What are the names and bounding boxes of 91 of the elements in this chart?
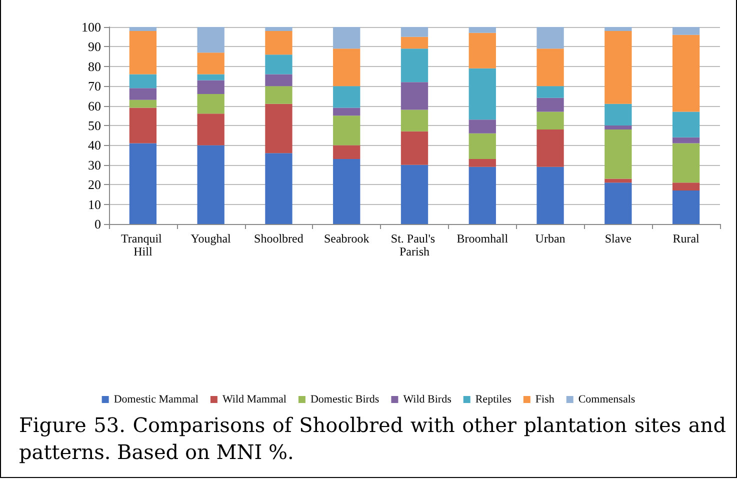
bar: [333, 48, 360, 86]
bar: [468, 133, 496, 159]
bar: [197, 27, 224, 53]
bar: [604, 27, 632, 31]
bar: [672, 143, 700, 183]
bar: [400, 110, 428, 132]
bar: [197, 145, 224, 224]
bar: [197, 80, 224, 94]
bar: [333, 86, 360, 108]
x-tick-label: Slave: [604, 232, 632, 246]
bar: [672, 137, 700, 144]
bar: [129, 108, 157, 144]
y-tick-label: 80: [88, 58, 101, 74]
bar: [468, 27, 496, 33]
bar: [468, 32, 496, 68]
bar: [333, 27, 360, 49]
x-tick-label: Shoolbred: [254, 232, 304, 246]
bar: [536, 98, 564, 112]
bar: [265, 74, 292, 86]
bar: [536, 112, 564, 130]
x-tick-label: St. Paul's Parish: [390, 232, 438, 258]
bar: [265, 153, 292, 224]
bar: [468, 68, 496, 120]
bar: [400, 36, 428, 49]
bar: [468, 120, 496, 134]
bar: [400, 27, 428, 37]
bar: [129, 88, 157, 100]
bar: [468, 158, 496, 167]
bar: [197, 114, 224, 146]
bar: [536, 27, 564, 49]
bar: [604, 182, 632, 224]
caption: Figure 53. Comparisons of Shoolbred with other plantation sites and patterns. Based on MNI %.: [19, 412, 726, 466]
bar: [672, 112, 700, 138]
bar: [265, 54, 292, 74]
bar: [333, 116, 360, 146]
bar: [265, 30, 292, 55]
bar: [333, 145, 360, 159]
bar: [129, 30, 157, 74]
bar: [129, 74, 157, 88]
bar: [536, 129, 564, 167]
bar: [604, 30, 632, 104]
bar: [400, 82, 428, 110]
legend-label: Wild Birds: [403, 394, 452, 406]
bar: [604, 129, 632, 179]
legend-label: Wild Mammal: [222, 394, 286, 406]
bar: [197, 74, 224, 80]
bar: [333, 158, 360, 224]
y-tick-label: 100: [82, 20, 101, 34]
bar: [672, 182, 700, 191]
y-tick-label: 90: [88, 39, 101, 54]
y-tick-label: 0: [94, 216, 101, 232]
x-tick-label: Rural: [672, 232, 700, 246]
bar: [536, 86, 564, 98]
bar: [536, 166, 564, 224]
bar: [400, 164, 428, 224]
bar: [400, 48, 428, 82]
bar: [333, 108, 360, 116]
bar: [400, 131, 428, 165]
bar: [129, 143, 157, 224]
x-tick-label: Broomhall: [456, 232, 509, 246]
bar: [604, 178, 632, 183]
legend-label: Domestic Mammal: [114, 394, 198, 406]
bar: [672, 27, 700, 35]
x-tick-label: Tranquil Hill: [120, 232, 165, 258]
bar: [536, 48, 564, 86]
legend-label: Fish: [535, 394, 555, 406]
bar: [129, 27, 157, 31]
bar: [604, 126, 632, 130]
bar: [197, 94, 224, 114]
y-tick-label: 50: [88, 118, 101, 133]
bar: [265, 86, 292, 104]
bar: [129, 100, 157, 108]
legend-label: Reptiles: [475, 394, 512, 406]
y-tick-label: 10: [88, 196, 101, 212]
bar: [672, 190, 700, 224]
y-tick-label: 20: [88, 177, 101, 192]
x-tick-label: Urban: [535, 232, 566, 246]
bar: [197, 52, 224, 74]
bar: [468, 166, 496, 224]
bar: [265, 104, 292, 154]
x-tick-label: Seabrook: [324, 232, 370, 246]
legend-label: Domestic Birds: [310, 394, 380, 406]
y-tick-label: 40: [88, 138, 101, 153]
x-tick-label: Youghal: [190, 232, 232, 246]
legend-label: Commensals: [578, 394, 636, 406]
bar: [672, 34, 700, 112]
bar: [604, 104, 632, 126]
y-tick-label: 30: [88, 157, 101, 172]
bar: [265, 27, 292, 31]
y-tick-label: 70: [88, 78, 101, 94]
y-tick-label: 60: [88, 98, 101, 114]
